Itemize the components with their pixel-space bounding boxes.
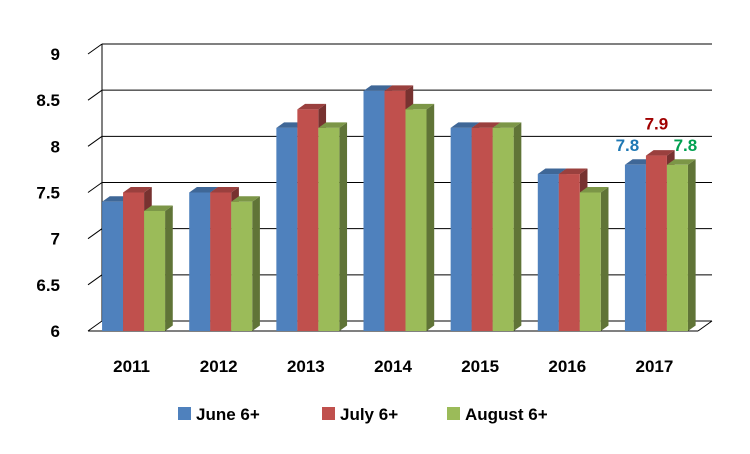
data-label: 7.9 bbox=[645, 115, 669, 134]
bar-front bbox=[471, 127, 493, 331]
bar-top bbox=[363, 85, 393, 91]
legend: June 6+ July 6+ August 6+ bbox=[178, 405, 548, 424]
bar-front bbox=[276, 127, 298, 331]
x-tick-label: 2017 bbox=[636, 357, 674, 376]
bar-top bbox=[405, 103, 435, 110]
bar-top bbox=[210, 187, 239, 193]
legend-label: August 6+ bbox=[465, 405, 548, 424]
gridline-depth bbox=[87, 43, 103, 55]
bar-front bbox=[405, 109, 427, 332]
bar-top bbox=[318, 122, 348, 128]
x-tick-label: 2013 bbox=[287, 357, 325, 376]
bar-side bbox=[687, 159, 696, 331]
bar-front bbox=[210, 192, 232, 331]
legend-label: July 6+ bbox=[340, 405, 398, 424]
y-tick-label: 8.5 bbox=[36, 91, 60, 110]
x-tick-label: 2016 bbox=[548, 357, 586, 376]
gridline-depth bbox=[87, 135, 103, 147]
bar-front bbox=[579, 192, 601, 331]
bar-front bbox=[537, 174, 559, 331]
bar-top bbox=[666, 159, 696, 165]
bar-top bbox=[579, 187, 609, 193]
bar-side bbox=[165, 205, 173, 331]
bar bbox=[231, 196, 260, 331]
bar-top bbox=[297, 103, 327, 110]
y-tick-label: 8 bbox=[51, 137, 60, 156]
bar bbox=[579, 187, 609, 331]
legend-swatch bbox=[447, 407, 460, 420]
x-tick-label: 2015 bbox=[461, 357, 499, 376]
legend-swatch bbox=[178, 407, 191, 420]
bar bbox=[318, 122, 348, 331]
bar-top bbox=[558, 168, 588, 175]
bar-top bbox=[144, 205, 173, 211]
bar-front bbox=[144, 210, 166, 331]
bar-top bbox=[645, 150, 675, 156]
gridline-depth bbox=[87, 228, 103, 240]
bar-side bbox=[600, 187, 609, 331]
bar-front bbox=[492, 127, 514, 331]
bar-top bbox=[123, 187, 152, 193]
bar-front bbox=[123, 192, 145, 331]
bar bbox=[666, 159, 696, 331]
bar-top bbox=[450, 122, 480, 128]
data-labels: 7.8 7.9 7.8 bbox=[616, 115, 698, 155]
legend-swatch bbox=[322, 407, 335, 420]
bar-top bbox=[471, 122, 501, 128]
gridline-depth bbox=[87, 320, 103, 332]
bar-top bbox=[492, 122, 522, 128]
x-tick-label: 2011 bbox=[113, 357, 150, 376]
bars bbox=[102, 85, 696, 332]
bar-front bbox=[450, 127, 472, 331]
y-tick-label: 9 bbox=[51, 45, 60, 64]
data-label: 7.8 bbox=[674, 136, 698, 155]
gridline-depth bbox=[87, 274, 103, 286]
bar-front bbox=[645, 155, 667, 331]
bar-front bbox=[297, 109, 319, 332]
y-tick-label: 6 bbox=[51, 322, 60, 341]
bar-front bbox=[558, 174, 580, 331]
gridline-depth bbox=[87, 182, 103, 193]
bar-front bbox=[624, 164, 646, 331]
data-label: 7.8 bbox=[616, 136, 640, 155]
y-tick-label: 6.5 bbox=[36, 276, 60, 295]
bar-front bbox=[363, 90, 385, 331]
bar-front bbox=[666, 164, 688, 331]
bar bbox=[144, 205, 173, 331]
bar-side bbox=[513, 122, 522, 331]
bar-side bbox=[252, 196, 260, 331]
bar-front bbox=[189, 192, 211, 331]
bar-front bbox=[318, 127, 340, 331]
bar-top bbox=[231, 196, 260, 202]
y-tick-label: 7 bbox=[51, 230, 60, 249]
x-tick-label: 2012 bbox=[200, 357, 238, 376]
bar-top bbox=[189, 187, 218, 193]
bar bbox=[405, 103, 435, 332]
legend-label: June 6+ bbox=[196, 405, 260, 424]
y-tick-label: 7.5 bbox=[36, 184, 60, 203]
bar-side bbox=[426, 103, 435, 332]
bar-front bbox=[384, 90, 406, 331]
bar-side bbox=[339, 122, 348, 331]
bar-top bbox=[537, 168, 567, 175]
bar bbox=[492, 122, 522, 331]
gridline-depth bbox=[87, 89, 103, 101]
bar-front bbox=[231, 201, 253, 331]
bar-top bbox=[384, 85, 414, 91]
x-axis-depth bbox=[697, 320, 713, 332]
bar-front bbox=[102, 201, 124, 331]
x-tick-label: 2014 bbox=[374, 357, 412, 376]
